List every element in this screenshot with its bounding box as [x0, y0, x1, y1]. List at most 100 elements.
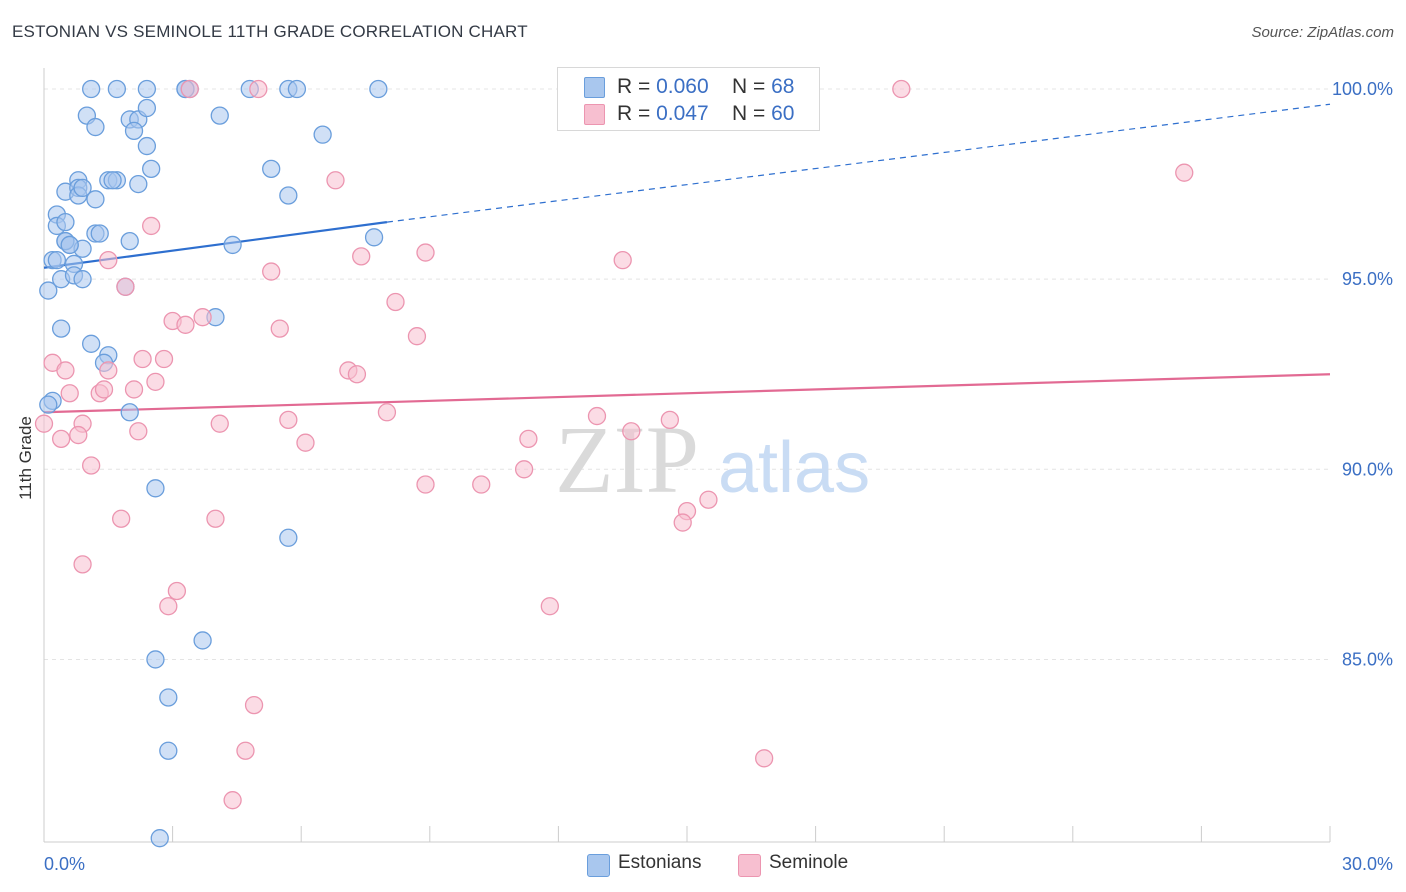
- y-tick-labels: 85.0% 90.0% 95.0% 100.0%: [1332, 79, 1393, 669]
- x-tick-label-min: 0.0%: [44, 854, 85, 874]
- seminole-point: [472, 475, 491, 494]
- seminole-point: [347, 365, 367, 384]
- seminole-point: [352, 247, 371, 266]
- estonian-point: [86, 190, 105, 209]
- data-points: [34, 79, 1194, 848]
- estonian-point: [159, 688, 178, 707]
- seminole-point: [94, 380, 114, 399]
- seminole-point: [892, 79, 911, 99]
- seminole-point: [124, 380, 144, 399]
- estonian-point: [137, 98, 157, 118]
- estonian-point: [137, 136, 157, 156]
- estonian-point: [86, 117, 105, 137]
- estonian-point: [124, 121, 144, 140]
- estonian-point: [107, 79, 127, 99]
- seminole-point: [236, 741, 255, 760]
- seminole-point: [223, 791, 242, 810]
- n-label: N =: [732, 102, 772, 125]
- estonian-point: [73, 178, 92, 198]
- trend-lines: [43, 103, 1331, 414]
- estonian-point: [56, 212, 75, 232]
- seminole-point: [622, 422, 641, 441]
- estonian-point: [364, 228, 384, 247]
- seminole-point: [673, 513, 692, 532]
- seminole-point: [60, 384, 79, 403]
- estonian-point: [60, 235, 79, 255]
- seminole-point: [296, 433, 315, 452]
- estonian-point: [82, 79, 101, 99]
- seminole-point: [129, 422, 148, 441]
- seminole-point: [699, 490, 718, 509]
- estonian-point: [313, 125, 332, 144]
- seminole-point: [56, 361, 75, 380]
- seminole-point: [176, 315, 195, 334]
- seminole-point: [660, 410, 680, 430]
- seminole-point: [51, 429, 71, 449]
- chart-title: ESTONIAN VS SEMINOLE 11TH GRADE CORRELAT…: [12, 22, 528, 41]
- seminole-point: [167, 581, 187, 601]
- y-axis-label-wrap: 11th Grade: [14, 400, 38, 520]
- seminole-point: [270, 319, 289, 338]
- legend-label-seminole: Seminole: [769, 852, 849, 873]
- seminole-point: [514, 460, 534, 479]
- estonian-point: [150, 829, 169, 848]
- gridlines: [44, 88, 1330, 660]
- seminole-point: [540, 597, 559, 616]
- seminole-point: [407, 327, 427, 346]
- estonian-point: [120, 403, 139, 422]
- seminole-point: [279, 410, 298, 430]
- source-label: Source: ZipAtlas.com: [1251, 24, 1394, 41]
- seminole-point: [180, 79, 199, 99]
- seminole-point: [755, 749, 774, 768]
- estonian-point: [51, 319, 71, 338]
- seminole-point: [133, 349, 152, 369]
- estonian-point: [279, 186, 298, 205]
- estonian-point: [47, 250, 67, 270]
- x-tick-labels: 0.0% 30.0%: [44, 854, 1393, 874]
- watermark-atlas: atlas: [718, 428, 870, 508]
- legend-swatch-pink: [738, 854, 761, 877]
- seminole-point: [73, 555, 92, 574]
- y-tick-label-95: 95.0%: [1342, 269, 1393, 289]
- estonian-point: [262, 159, 281, 179]
- x-tick-label-max: 30.0%: [1342, 854, 1393, 874]
- seminole-point: [116, 277, 135, 296]
- estonian-point: [120, 231, 139, 251]
- seminole-point: [377, 403, 397, 422]
- r-value: 0.047: [656, 102, 709, 125]
- seminole-point: [34, 414, 54, 433]
- seminole-point: [159, 597, 178, 616]
- r-label: R =: [617, 75, 657, 98]
- estonian-point: [137, 79, 157, 99]
- seminole-point: [112, 509, 131, 528]
- estonian-point: [142, 159, 161, 179]
- legend-swatch-blue: [587, 854, 610, 877]
- seminole-point: [82, 456, 101, 475]
- seminole-point: [146, 372, 165, 391]
- n-value: 68: [771, 75, 795, 98]
- estonian-point: [279, 528, 298, 547]
- estonian-point: [159, 741, 178, 760]
- seminole-point: [244, 695, 264, 715]
- seminole-point: [519, 429, 538, 449]
- estonian-point: [90, 224, 109, 243]
- estonian-trend-extension: [386, 103, 1331, 223]
- axes: [43, 68, 1331, 843]
- seminole-point: [386, 292, 405, 312]
- estonian-point: [210, 106, 229, 125]
- seminole-point: [154, 349, 174, 369]
- estonian-point: [223, 235, 242, 255]
- estonian-point: [39, 395, 58, 414]
- seminole-point: [210, 414, 229, 433]
- n-label: N =: [732, 75, 772, 98]
- estonian-point: [193, 631, 212, 650]
- legend-swatch-pink: [584, 104, 605, 125]
- seminole-point: [613, 250, 632, 270]
- estonian-point: [82, 334, 101, 353]
- legend-swatch-blue: [584, 77, 605, 98]
- seminole-point: [249, 79, 268, 99]
- seminole-point: [193, 308, 212, 327]
- seminole-point: [262, 262, 281, 281]
- n-value: 60: [771, 102, 795, 125]
